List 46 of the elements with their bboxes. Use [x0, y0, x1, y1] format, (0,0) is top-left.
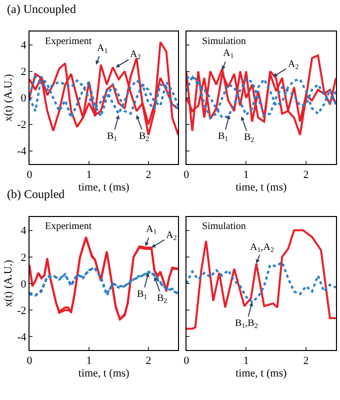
x-tick-label: 0 [184, 355, 190, 368]
x-tick-label: 1 [86, 355, 92, 368]
annotation: B$_{2}$ [157, 293, 168, 306]
y-tick-label: -4 [17, 332, 27, 344]
annotation: B$_{2}$ [244, 132, 255, 144]
annotation: A$_{2}$ [166, 230, 178, 242]
x-tick-label: 2 [303, 169, 309, 182]
annotation: A$_{1}$ [97, 43, 108, 56]
y-tick-label: 2 [20, 66, 26, 78]
x-axis-title: time, t (ms) [236, 367, 287, 380]
x-tick-label: 0 [184, 169, 190, 182]
annotation: B$_{1}$ [107, 131, 118, 144]
chart-title: (a) Uncoupled [7, 2, 76, 16]
x-tick-label: 2 [146, 169, 152, 182]
chart-subtitle: Simulation [202, 36, 246, 47]
x-tick-label: 1 [243, 169, 249, 182]
chart-subtitle: Experiment [45, 36, 92, 47]
y-tick-label: 4 [20, 40, 27, 52]
y-tick-label: -2 [17, 119, 26, 132]
x-tick-label: 2 [146, 355, 152, 368]
annotation: A$_{1}$ [146, 224, 158, 236]
y-axis-title: x(t) (A.U.) [2, 259, 15, 308]
annotation: A$_{2}$ [130, 49, 142, 62]
chart-subtitle: Simulation [202, 221, 246, 232]
y-tick-label: 0 [20, 92, 27, 105]
y-axis-title: x(t) (A.U.) [2, 74, 15, 122]
chart-subtitle: Experiment [45, 221, 92, 232]
annotation: A$_{1}$ [223, 48, 234, 60]
chart-title: (b) Coupled [7, 187, 65, 201]
x-axis-title: time, t (ms) [236, 181, 287, 194]
annotation: B$_{1}$ [137, 289, 148, 302]
y-tick-label: -2 [17, 304, 26, 317]
annotation: A$_{2}$ [288, 59, 300, 72]
annotation: B$_{1}$,B$_{2}$ [235, 318, 258, 330]
x-tick-label: 2 [303, 355, 309, 368]
x-axis-title: time, t (ms) [78, 181, 130, 194]
annotation: B$_{1}$ [218, 131, 229, 144]
x-tick-label: 1 [243, 355, 249, 368]
y-tick-label: 2 [20, 252, 26, 264]
annotation: B$_{2}$ [139, 131, 150, 144]
x-tick-label: 1 [86, 169, 92, 182]
y-tick-label: 4 [20, 225, 27, 238]
annotation: A$_{1}$,A$_{2}$ [250, 242, 274, 254]
x-axis-title: time, t (ms) [78, 367, 130, 380]
y-tick-label: 0 [20, 278, 27, 290]
y-tick-label: -4 [17, 146, 27, 158]
